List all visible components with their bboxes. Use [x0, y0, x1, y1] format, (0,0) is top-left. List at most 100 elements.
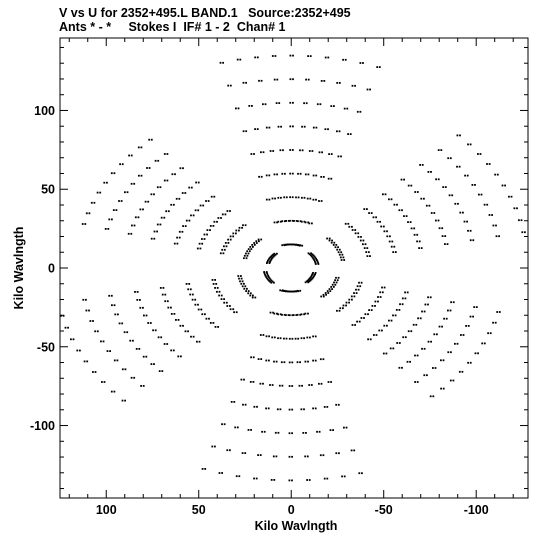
uv-point	[401, 303, 404, 306]
uv-point	[242, 224, 244, 227]
uv-point	[160, 216, 163, 219]
uv-point	[377, 300, 379, 303]
uv-point	[428, 204, 431, 207]
uv-point	[406, 360, 409, 363]
uv-point	[326, 237, 328, 240]
uv-point	[324, 56, 327, 59]
uv-point	[260, 175, 263, 178]
uv-point	[414, 354, 416, 357]
uv-point	[304, 173, 307, 176]
uv-point	[85, 309, 88, 312]
uv-point	[460, 334, 462, 336]
uv-point	[300, 220, 303, 223]
uv-point	[437, 219, 440, 222]
uv-point	[419, 317, 422, 320]
uv-point	[474, 352, 477, 355]
uv-point	[426, 374, 428, 377]
uv-point	[313, 259, 316, 261]
uv-point	[253, 153, 255, 155]
uv-point	[308, 222, 311, 225]
uv-point	[467, 229, 469, 232]
uv-point	[238, 226, 241, 229]
uv-point	[167, 210, 170, 213]
uv-point	[152, 329, 154, 332]
uv-point	[92, 320, 94, 322]
uv-point	[271, 384, 274, 386]
uv-point	[144, 200, 147, 203]
uv-point	[250, 429, 252, 431]
uv-point	[101, 381, 103, 383]
uv-point	[375, 216, 377, 219]
uv-point	[140, 385, 142, 387]
uv-point	[338, 248, 341, 251]
uv-point	[175, 197, 178, 200]
uv-point	[166, 153, 169, 155]
uv-point	[467, 143, 469, 146]
uv-point	[483, 203, 486, 206]
uv-point	[264, 275, 267, 277]
uv-point	[303, 408, 305, 411]
uv-point	[207, 200, 210, 202]
uv-point	[383, 230, 386, 233]
uv-point	[291, 337, 294, 340]
uv-point	[247, 252, 250, 255]
uv-point	[293, 243, 295, 246]
uv-point	[316, 103, 319, 106]
uv-point	[516, 207, 518, 210]
uv-point	[311, 253, 314, 256]
uv-point	[184, 330, 187, 333]
uv-point	[273, 252, 276, 255]
uv-point	[496, 173, 499, 176]
uv-point	[229, 305, 231, 307]
uv-point	[376, 66, 379, 68]
uv-point	[321, 151, 323, 154]
uv-point	[110, 294, 113, 297]
uv-point	[314, 407, 317, 410]
uv-point	[153, 237, 156, 240]
uv-point	[293, 290, 296, 293]
uv-point	[316, 260, 319, 263]
uv-point	[435, 178, 437, 181]
uv-point	[255, 242, 258, 244]
uv-point	[112, 209, 115, 211]
uv-point	[392, 251, 395, 253]
uv-point	[139, 299, 141, 301]
uv-point	[276, 78, 279, 81]
uv-point	[265, 335, 268, 338]
uv-point	[246, 250, 249, 253]
uv-point	[265, 174, 268, 177]
uv-point	[355, 288, 357, 291]
uv-point	[267, 259, 269, 262]
uv-point	[437, 178, 440, 181]
uv-point	[164, 293, 167, 296]
uv-point	[309, 279, 312, 282]
uv-point	[445, 317, 448, 320]
uv-point	[116, 359, 119, 362]
uv-point	[103, 381, 106, 383]
uv-point	[386, 235, 389, 238]
uv-point	[459, 211, 462, 214]
uv-point	[166, 179, 169, 182]
uv-point	[248, 105, 251, 107]
uv-point	[392, 314, 394, 317]
uv-point	[200, 308, 203, 311]
uv-point	[360, 317, 363, 319]
uv-point	[268, 126, 271, 129]
uv-point	[399, 303, 401, 306]
uv-point	[272, 311, 274, 314]
uv-point	[302, 432, 305, 434]
uv-point	[398, 342, 401, 344]
uv-point	[288, 385, 291, 387]
uv-point	[235, 311, 238, 314]
uv-point	[161, 293, 164, 296]
uv-point	[521, 231, 524, 234]
uv-point	[262, 382, 264, 385]
uv-point	[289, 78, 292, 81]
uv-point	[311, 256, 314, 259]
uv-point	[287, 314, 290, 316]
uv-point	[165, 210, 168, 213]
uv-point	[220, 294, 223, 297]
uv-point	[96, 330, 99, 333]
uv-point	[317, 263, 320, 265]
uv-point	[260, 79, 263, 82]
